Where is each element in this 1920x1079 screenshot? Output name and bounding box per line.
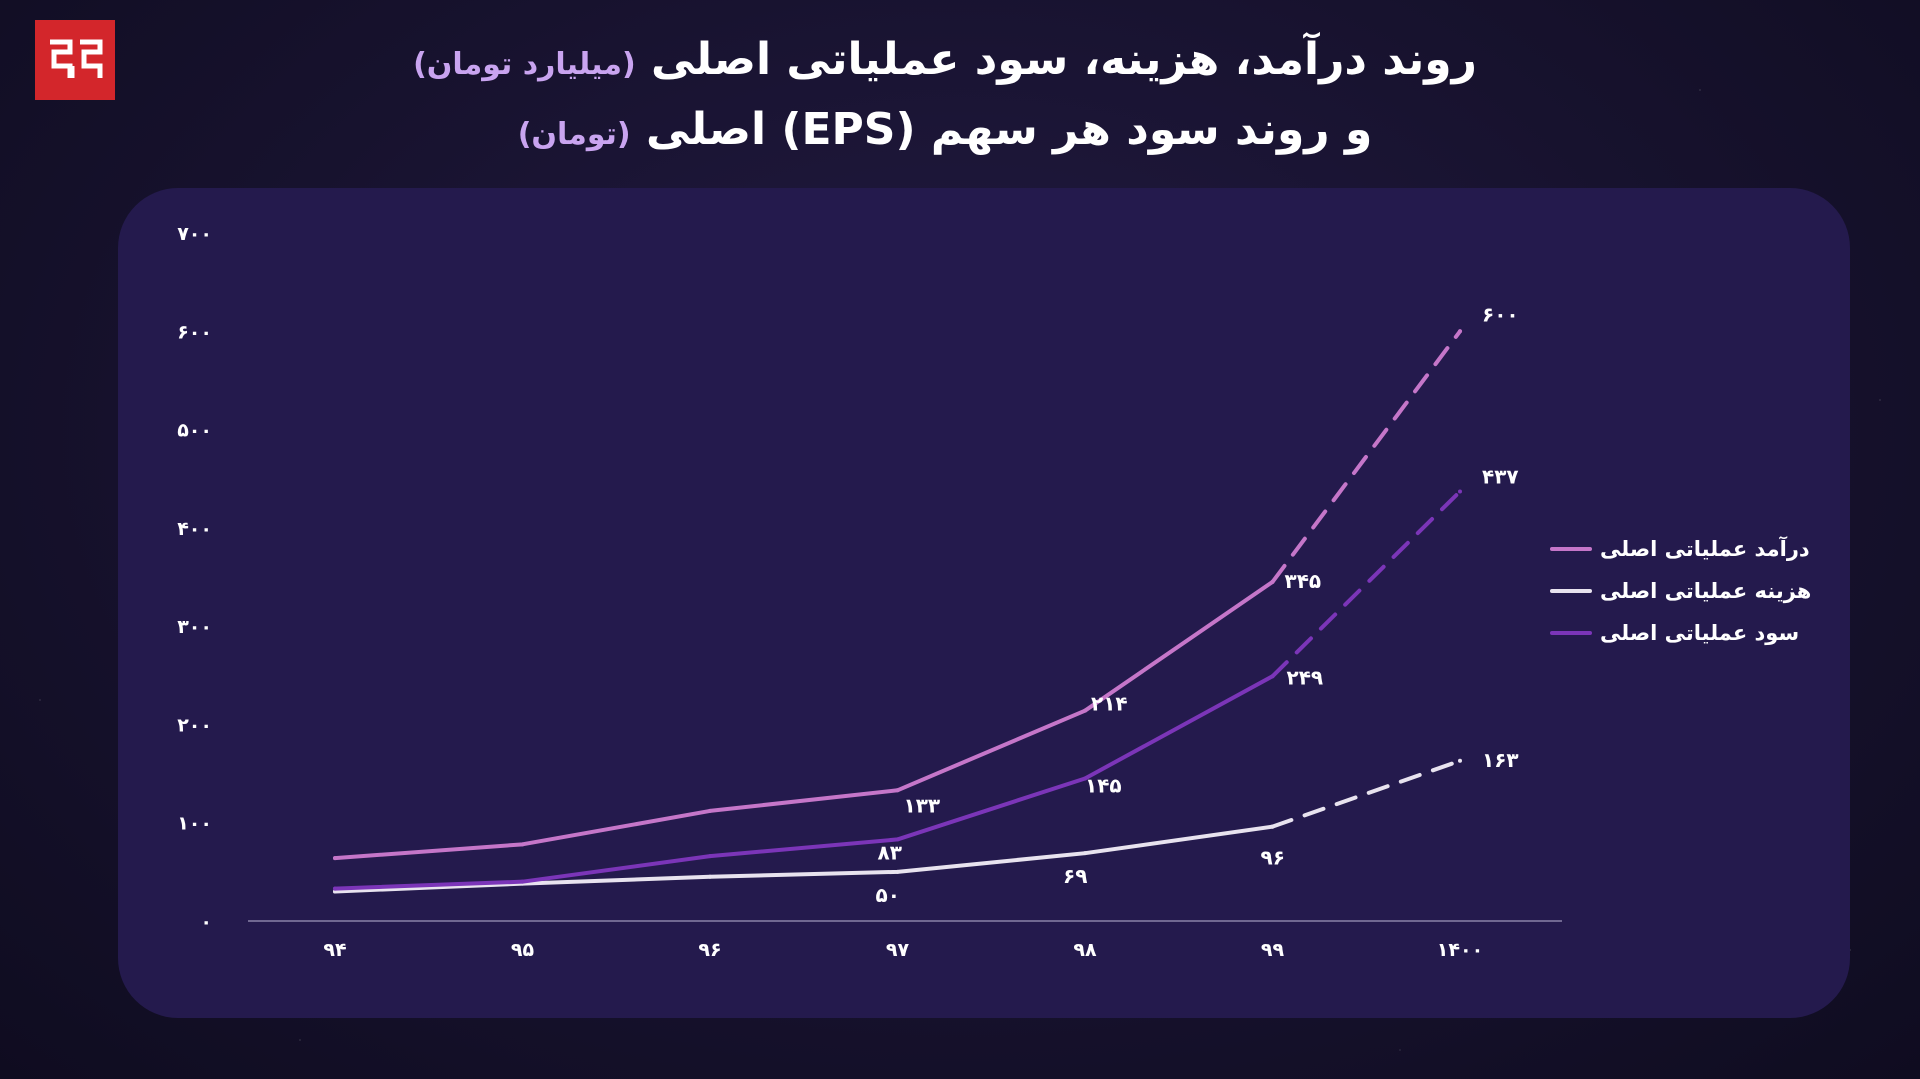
legend-label-revenue: درآمد عملیاتی اصلی — [1600, 537, 1810, 561]
data-label: ۶۰۰ — [1482, 302, 1519, 326]
x-tick-label: ۹۸ — [1073, 939, 1097, 961]
data-label: ۲۱۴ — [1091, 692, 1128, 716]
data-label: ۵۰ — [876, 883, 900, 907]
data-label: ۸۳ — [878, 840, 902, 864]
x-tick-label: ۹۷ — [886, 939, 910, 961]
data-label: ۱۶۳ — [1482, 748, 1519, 772]
y-tick-label: ۲۰۰ — [177, 714, 212, 736]
data-point — [1270, 824, 1275, 829]
data-point — [1458, 329, 1462, 334]
legend-item-cost: هزینه عملیاتی اصلی — [1550, 570, 1840, 612]
data-point — [333, 886, 337, 891]
series-line-solid — [333, 824, 1275, 894]
legend-swatch-revenue — [1550, 547, 1592, 551]
data-point — [520, 842, 525, 847]
data-point — [895, 788, 900, 793]
data-point — [1458, 489, 1462, 494]
legend-item-revenue: درآمد عملیاتی اصلی — [1550, 528, 1840, 570]
title-line2-main: و روند سود هر سهم (EPS) اصلی — [645, 104, 1373, 155]
data-label: ۹۶ — [1261, 846, 1285, 870]
data-point — [1458, 758, 1462, 763]
legend-item-profit: سود عملیاتی اصلی — [1550, 612, 1840, 654]
x-tick-label: ۹۴ — [323, 939, 346, 961]
data-label: ۲۴۹ — [1287, 665, 1324, 689]
data-point — [895, 869, 900, 874]
series-line-solid — [333, 674, 1275, 891]
x-tick-label: ۹۵ — [511, 939, 535, 961]
legend-swatch-profit — [1550, 631, 1592, 635]
x-tick-label: ۹۶ — [698, 939, 721, 961]
y-tick-label: ۶۰۰ — [177, 321, 212, 343]
chart-legend: درآمد عملیاتی اصلی هزینه عملیاتی اصلی سو… — [1550, 528, 1840, 654]
x-tick-label: ۱۴۰۰ — [1437, 939, 1483, 961]
legend-label-profit: سود عملیاتی اصلی — [1600, 621, 1800, 645]
series-line-forecast — [1270, 489, 1462, 679]
data-label: ۱۳۳ — [904, 793, 941, 817]
data-point — [895, 837, 900, 842]
series-line-solid — [333, 579, 1275, 861]
y-tick-label: ۵۰۰ — [177, 420, 212, 442]
chart-title-line1: روند درآمد، هزینه، سود عملیاتی اصلی (میل… — [330, 30, 1560, 95]
data-point — [708, 874, 712, 879]
data-label: ۶۹ — [1063, 864, 1087, 888]
data-point — [1270, 674, 1275, 679]
data-point — [333, 856, 337, 861]
legend-label-cost: هزینه عملیاتی اصلی — [1600, 579, 1812, 603]
data-label: ۴۳۷ — [1482, 464, 1519, 488]
y-tick-label: ۳۰۰ — [177, 616, 212, 638]
data-label: ۳۴۵ — [1285, 569, 1322, 593]
data-point — [1083, 776, 1087, 781]
y-tick-label: ۴۰۰ — [177, 518, 212, 540]
y-tick-label: ۷۰۰ — [177, 223, 212, 245]
data-point — [1083, 851, 1087, 856]
legend-swatch-cost — [1550, 589, 1592, 593]
brand-logo — [35, 20, 115, 100]
title-line2-unit: (تومان) — [517, 117, 631, 152]
chart-panel — [118, 188, 1850, 1018]
logo-glyph-icon — [50, 39, 103, 78]
data-label: ۱۴۵ — [1085, 773, 1122, 797]
data-point — [708, 854, 712, 859]
chart-title-line2: و روند سود هر سهم (EPS) اصلی (تومان) — [330, 100, 1560, 165]
series-line-forecast — [1270, 329, 1462, 584]
title-line1-unit: (میلیارد تومان) — [413, 47, 636, 82]
series-line-forecast — [1270, 758, 1462, 829]
title-line1-main: روند درآمد، هزینه، سود عملیاتی اصلی — [651, 34, 1477, 85]
y-tick-label: ۰ — [200, 911, 212, 933]
data-point — [520, 879, 525, 884]
y-tick-label: ۱۰۰ — [177, 813, 212, 835]
data-point — [1083, 708, 1087, 713]
x-tick-label: ۹۹ — [1261, 939, 1285, 961]
data-point — [708, 808, 712, 813]
data-point — [1270, 579, 1275, 584]
